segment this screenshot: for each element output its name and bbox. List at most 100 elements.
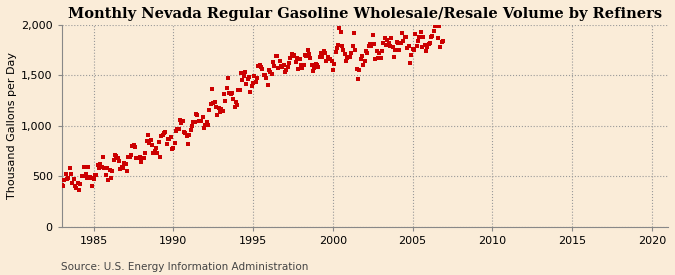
Point xyxy=(275,64,286,69)
Point xyxy=(435,45,446,50)
Point xyxy=(167,147,178,151)
Point xyxy=(87,184,98,188)
Point xyxy=(241,82,252,86)
Point xyxy=(179,130,190,134)
Point xyxy=(342,56,353,60)
Point xyxy=(165,135,176,139)
Point xyxy=(298,62,309,67)
Point xyxy=(437,39,448,43)
Point xyxy=(321,59,331,63)
Point xyxy=(431,21,442,25)
Point xyxy=(359,59,370,63)
Point xyxy=(155,154,165,159)
Text: Source: U.S. Energy Information Administration: Source: U.S. Energy Information Administ… xyxy=(61,262,308,272)
Point xyxy=(430,24,441,29)
Point xyxy=(245,90,256,94)
Point xyxy=(108,158,119,162)
Point xyxy=(310,62,321,66)
Point xyxy=(277,65,288,69)
Point xyxy=(437,40,448,45)
Point xyxy=(83,165,94,169)
Point xyxy=(337,44,348,48)
Point xyxy=(168,146,179,150)
Point xyxy=(157,133,168,138)
Point xyxy=(67,180,78,185)
Point xyxy=(223,75,234,80)
Point xyxy=(92,163,103,167)
Point xyxy=(297,65,308,70)
Point xyxy=(390,47,401,52)
Point xyxy=(105,176,116,180)
Point xyxy=(406,53,416,57)
Point xyxy=(330,50,341,54)
Point xyxy=(327,68,338,72)
Point xyxy=(309,66,320,70)
Point xyxy=(352,76,363,81)
Point xyxy=(78,173,88,178)
Point xyxy=(269,64,279,68)
Point xyxy=(248,81,259,85)
Point xyxy=(267,72,277,76)
Point xyxy=(362,51,373,55)
Point xyxy=(171,129,182,134)
Point xyxy=(383,40,394,45)
Point xyxy=(90,173,101,177)
Point xyxy=(341,59,352,64)
Point xyxy=(256,65,267,69)
Point xyxy=(172,127,183,131)
Point xyxy=(101,166,112,170)
Point xyxy=(282,65,293,69)
Point xyxy=(84,174,95,179)
Point xyxy=(220,99,231,103)
Point xyxy=(293,67,304,71)
Point xyxy=(363,43,374,48)
Point xyxy=(378,41,389,45)
Point xyxy=(426,35,437,39)
Point xyxy=(128,143,139,147)
Point xyxy=(395,40,406,45)
Point xyxy=(196,118,207,123)
Point xyxy=(408,48,419,53)
Point xyxy=(201,120,212,125)
Point xyxy=(198,125,209,130)
Point xyxy=(308,68,319,73)
Point xyxy=(348,44,358,48)
Point xyxy=(211,105,221,109)
Point xyxy=(425,41,435,45)
Point xyxy=(381,43,392,47)
Point xyxy=(232,102,242,107)
Point xyxy=(254,63,265,68)
Point xyxy=(366,43,377,48)
Point xyxy=(221,86,232,90)
Point xyxy=(358,62,369,67)
Point xyxy=(64,166,75,170)
Point xyxy=(144,141,155,145)
Point xyxy=(373,56,383,60)
Point xyxy=(60,172,71,176)
Point xyxy=(134,156,144,161)
Point xyxy=(414,35,425,39)
Point xyxy=(304,51,315,56)
Point xyxy=(213,105,224,110)
Point xyxy=(132,156,143,160)
Point xyxy=(346,51,357,55)
Point xyxy=(200,123,211,128)
Point xyxy=(120,162,131,167)
Point xyxy=(68,177,79,181)
Point xyxy=(370,57,381,61)
Point xyxy=(149,149,160,153)
Point xyxy=(202,122,213,127)
Point xyxy=(382,38,393,42)
Point xyxy=(160,130,171,134)
Point xyxy=(151,145,161,150)
Point xyxy=(318,49,329,53)
Point xyxy=(296,63,306,67)
Point xyxy=(233,88,244,93)
Point xyxy=(261,75,272,80)
Point xyxy=(257,67,268,71)
Point xyxy=(338,48,349,52)
Point xyxy=(434,24,445,28)
Point xyxy=(433,36,443,40)
Point xyxy=(94,165,105,170)
Point xyxy=(360,48,371,53)
